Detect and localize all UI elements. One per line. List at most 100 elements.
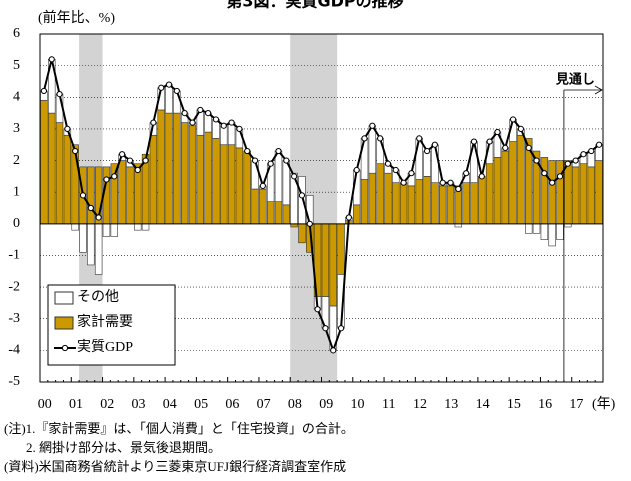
bar — [274, 150, 283, 202]
x-axis-label: (年) — [592, 396, 616, 412]
marker — [40, 87, 48, 95]
marker — [345, 214, 352, 221]
marker — [588, 147, 595, 155]
y-tick-label: 0 — [13, 216, 20, 231]
bar — [431, 144, 439, 183]
bar — [525, 223, 533, 234]
marker — [251, 157, 259, 164]
marker — [103, 176, 110, 183]
bar — [478, 176, 486, 225]
bar — [227, 122, 236, 146]
y-tick-label: 3 — [13, 121, 20, 136]
bar — [446, 185, 455, 225]
x-tick-label: 09 — [319, 397, 333, 412]
marker — [48, 56, 55, 63]
marker — [134, 166, 141, 174]
bar — [368, 172, 377, 225]
bar — [321, 223, 330, 297]
marker — [330, 347, 337, 354]
marker — [502, 144, 509, 151]
marker — [236, 125, 243, 133]
y-tick-label: -5 — [8, 374, 20, 389]
bar — [548, 223, 556, 247]
y-tick-label: -2 — [8, 279, 20, 294]
annotation: 見通し — [555, 72, 595, 88]
bar — [587, 166, 595, 225]
marker — [353, 166, 360, 174]
legend-swatch — [54, 316, 74, 330]
bar — [79, 223, 87, 253]
chart-title: 第3図：実質GDPの推移 — [226, 0, 403, 11]
bar — [540, 157, 549, 225]
marker — [431, 141, 438, 148]
bar — [126, 166, 134, 225]
bar — [87, 166, 95, 225]
marker — [165, 81, 173, 88]
marker — [291, 173, 298, 180]
marker — [361, 135, 368, 142]
bar — [571, 166, 580, 225]
legend-label: その他 — [77, 289, 119, 305]
x-tick-label: 12 — [413, 397, 427, 412]
bar — [532, 223, 541, 234]
bar — [399, 182, 408, 225]
bar — [548, 160, 556, 225]
bar — [282, 204, 291, 225]
bar — [564, 160, 572, 225]
y-tick-label: 1 — [13, 184, 20, 199]
marker — [494, 128, 501, 136]
y-tick-label: -3 — [8, 311, 20, 326]
bar — [470, 182, 478, 225]
x-tick-label: 01 — [69, 397, 83, 412]
bar — [118, 160, 126, 225]
marker — [259, 182, 266, 189]
bar — [595, 160, 603, 225]
bar — [40, 100, 48, 225]
bar — [196, 134, 205, 225]
marker — [369, 122, 376, 129]
bar — [337, 223, 345, 275]
marker — [244, 147, 251, 155]
bar — [141, 223, 150, 231]
marker — [173, 87, 180, 95]
marker — [298, 192, 306, 199]
note: 2. 網掛け部分は、景気後退期間。 — [26, 440, 221, 455]
x-tick-label: 02 — [100, 397, 114, 412]
bar — [462, 182, 470, 225]
marker — [322, 325, 329, 332]
marker — [220, 122, 227, 129]
bar — [438, 185, 447, 225]
marker — [541, 170, 548, 177]
marker — [228, 119, 235, 126]
marker — [400, 179, 407, 186]
bar — [165, 84, 173, 114]
marker — [283, 157, 290, 164]
bar — [306, 195, 314, 225]
bar — [71, 223, 79, 231]
bar — [407, 185, 416, 225]
legend-swatch — [54, 291, 74, 305]
marker — [423, 147, 431, 155]
marker — [509, 116, 517, 123]
marker — [377, 135, 384, 142]
legend-label: 家計需要 — [77, 313, 133, 330]
marker — [572, 157, 579, 164]
bar — [329, 223, 337, 307]
marker — [126, 157, 134, 164]
bar — [517, 134, 525, 225]
bar — [110, 223, 118, 237]
bar — [376, 163, 384, 225]
bar — [204, 131, 212, 225]
marker — [564, 160, 571, 167]
marker — [275, 147, 282, 155]
marker — [267, 160, 274, 167]
marker — [111, 173, 118, 180]
y-tick-label: 2 — [13, 153, 20, 168]
bar — [259, 188, 267, 225]
x-tick-label: 04 — [163, 397, 177, 412]
x-tick-label: 14 — [476, 397, 490, 412]
bar — [235, 147, 244, 225]
bar — [180, 122, 189, 225]
marker — [64, 125, 71, 133]
